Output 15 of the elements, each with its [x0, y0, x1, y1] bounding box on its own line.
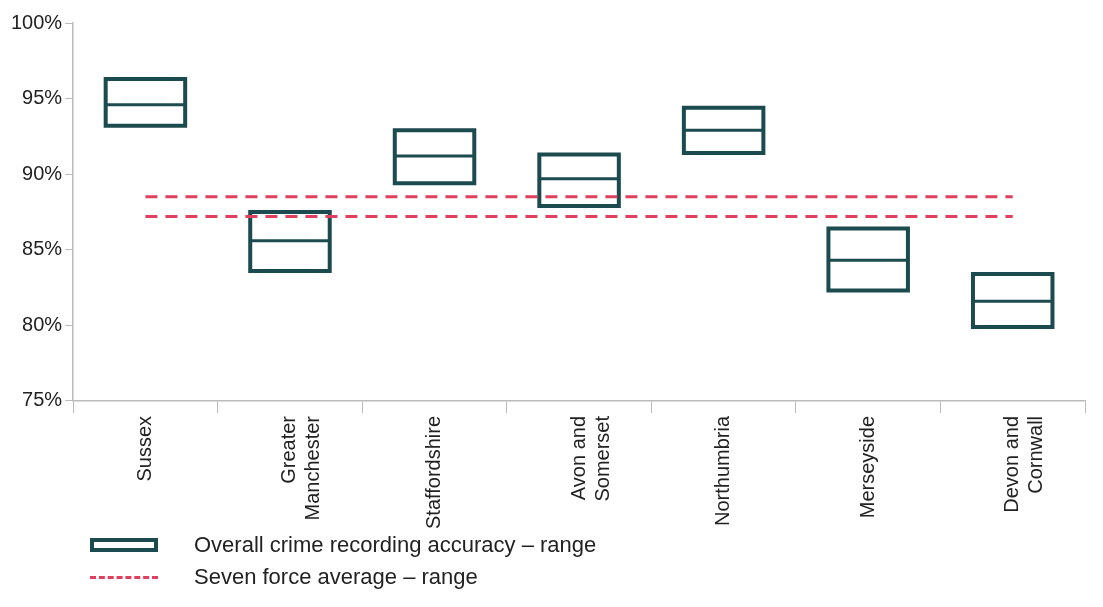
y-tick-label: 75% [22, 388, 63, 411]
x-tick-label: Sussex [132, 415, 155, 482]
x-tick-label: Merseyside [855, 415, 878, 519]
y-tick-label: 95% [22, 86, 63, 109]
x-tick-label: Northumbria [711, 415, 734, 527]
y-tick-label: 85% [22, 237, 63, 260]
y-tick-label: 100% [11, 10, 63, 33]
x-tick-label: Avon and Somerset [566, 415, 613, 502]
x-tick-label: Devon and Cornwall [1000, 415, 1047, 513]
legend-label: Seven force average – range [194, 564, 478, 590]
y-tick-label: 90% [22, 161, 63, 184]
legend-label: Overall crime recording accuracy – range [194, 532, 597, 558]
x-tick-label: Staffordshire [422, 415, 445, 529]
y-tick-label: 80% [22, 312, 63, 335]
x-tick-label: Greater Manchester [277, 415, 324, 521]
